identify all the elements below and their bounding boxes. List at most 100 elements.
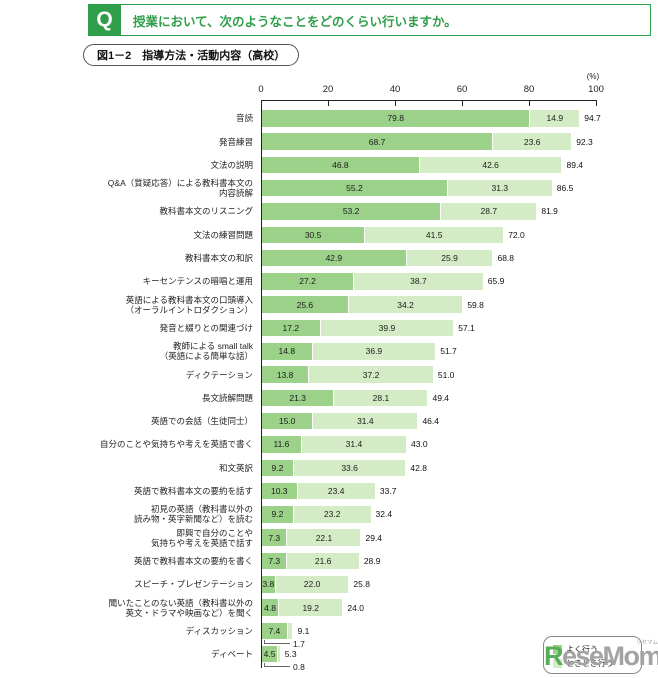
category-label: 和文英訳 [218, 462, 253, 473]
x-tick-label: 60 [456, 84, 468, 95]
total-label: 29.4 [365, 532, 383, 543]
x-tick-label: 0 [258, 84, 264, 95]
bar-segment-often: 42.9 [262, 249, 406, 267]
category-label: 教科書本文のリスニング [159, 206, 253, 217]
category-label: 聞いたことのない英語（教科書以外の 英文・ドラマや映画など）を聞く [108, 597, 253, 618]
x-tick-label: 80 [523, 84, 535, 95]
x-tick-mark [462, 101, 463, 106]
bar-segment-often: 7.3 [262, 529, 287, 546]
category-label: 英語による教科書本文の口頭導入 （オーラルイントロダクション） [125, 294, 253, 315]
total-label: 32.4 [375, 509, 393, 520]
category-label: ディベート [211, 649, 253, 660]
total-label: 92.3 [576, 136, 593, 147]
total-label: 86.5 [556, 183, 574, 194]
bar-segment-often: 79.8 [262, 110, 530, 127]
bar-segment-often: 46.8 [262, 156, 419, 174]
category-label: 発音練習 [218, 136, 253, 147]
bar-segment-sometimes: 19.2 [278, 599, 343, 616]
callout-elbow-h [264, 643, 290, 645]
category-label: 英語での会話（生徒同士） [150, 416, 253, 427]
y-axis-line [261, 100, 262, 668]
figure-title: 図1－2 指導方法・活動内容（高校） [83, 44, 300, 66]
bar-segment-sometimes: 28.7 [440, 203, 537, 220]
legend-item-often: よく行う [553, 642, 641, 656]
bar-segment-sometimes: 34.2 [347, 296, 463, 313]
category-label: 英語で教科書本文の要約を書く [133, 555, 253, 566]
x-tick-label: 100 [588, 84, 604, 95]
total-label: 24.0 [347, 602, 364, 613]
x-tick-mark [328, 101, 329, 106]
total-label: 25.8 [353, 579, 370, 590]
total-label: 51.0 [437, 369, 455, 380]
bar-segment-often: 7.3 [262, 552, 287, 570]
total-label: 5.3 [284, 649, 297, 660]
category-label: 英語で教科書本文の要約を話す [133, 486, 253, 497]
bar-segment-often: 30.5 [262, 226, 365, 243]
bar-segment-often: 14.8 [262, 343, 312, 360]
total-label: 9.1 [297, 625, 310, 636]
bar-segment-sometimes: 22.0 [274, 576, 349, 593]
bar-segment-often: 17.2 [262, 319, 320, 337]
bar-segment-sometimes: 39.9 [319, 319, 454, 337]
bar-segment-often: 3.8 [262, 576, 275, 593]
bar-segment-sometimes: 28.1 [333, 389, 428, 407]
category-label: 初見の英語（教科書以外の 読み物・英字新聞など）を読む [133, 504, 253, 525]
total-label: 59.8 [467, 299, 484, 310]
q-icon: Q [88, 4, 121, 36]
category-label: 長文読解問題 [201, 392, 253, 403]
bar-segment-sometimes: 33.6 [292, 459, 406, 476]
bar-segment-sometimes [277, 645, 280, 663]
total-label: 89.4 [566, 159, 584, 170]
legend-item-sometimes: ときどき行う [553, 656, 641, 670]
bar-segment-often: 9.2 [262, 459, 293, 476]
category-label: 文法の練習問題 [193, 229, 253, 240]
axis-unit-label: (%) [586, 72, 600, 81]
bar-segment-sometimes: 37.2 [308, 366, 433, 383]
bar-segment-sometimes: 42.6 [418, 156, 562, 174]
legend-label-often: よく行う [566, 644, 598, 654]
question-header: Q 授業において、次のようなことをどのくらい行いますか。 [88, 4, 651, 36]
total-label: 72.0 [508, 229, 525, 240]
bar-segment-sometimes [286, 622, 293, 640]
total-label: 43.0 [411, 439, 428, 450]
legend-swatch-often [553, 644, 562, 654]
category-label: ディクテーション [185, 369, 253, 380]
bar-segment-often: 27.2 [262, 273, 354, 290]
callout-elbow-v [264, 639, 265, 644]
total-label: 68.8 [497, 253, 515, 264]
total-label: 28.9 [363, 555, 381, 566]
category-label: 教師による small talk （英語による簡単な話） [159, 341, 253, 362]
total-label: 42.8 [410, 462, 427, 473]
x-tick-mark [395, 101, 396, 106]
legend-swatch-sometimes [553, 658, 562, 668]
bar-segment-sometimes: 31.4 [300, 436, 407, 453]
bar-segment-sometimes: 23.6 [492, 133, 572, 150]
x-tick-label: 20 [322, 84, 334, 95]
bar-segment-often: 11.6 [262, 436, 301, 453]
total-label: 57.1 [458, 322, 475, 333]
total-label: 49.4 [432, 392, 450, 403]
category-label: キーセンテンスの暗唱と運用 [142, 276, 253, 287]
category-label: 音読 [235, 113, 253, 124]
category-label: 発音と綴りとの関連づけ [159, 322, 253, 333]
bar-segment-sometimes: 41.5 [364, 226, 504, 243]
bar-segment-often: 4.8 [262, 599, 279, 616]
callout-value: 0.8 [293, 661, 305, 672]
bar-segment-sometimes: 31.3 [446, 179, 552, 197]
callout-value: 1.7 [293, 638, 305, 649]
x-axis-line [261, 100, 597, 102]
total-label: 65.9 [487, 276, 505, 287]
question-text: 授業において、次のようなことをどのくらい行いますか。 [121, 4, 651, 36]
category-label: 即興で自分のことや 気持ちや考えを英語で話す [150, 527, 253, 548]
category-label: 文法の説明 [210, 159, 253, 170]
callout-elbow-h [264, 666, 290, 668]
bar-segment-sometimes: 23.4 [296, 482, 375, 500]
bar-segment-sometimes: 14.9 [529, 110, 580, 127]
bar-segment-sometimes: 21.6 [286, 552, 359, 570]
category-label: 自分のことや気持ちや考えを英語で書く [99, 439, 253, 450]
callout-elbow-v [264, 662, 265, 667]
bar-segment-often: 10.3 [262, 482, 297, 500]
x-tick-mark [529, 101, 530, 106]
